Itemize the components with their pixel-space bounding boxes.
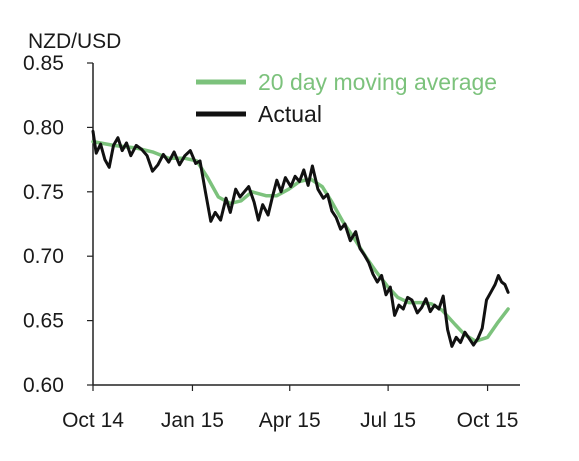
x-tick-label: Apr 15 xyxy=(259,409,321,432)
y-tick-label: 0.85 xyxy=(23,52,64,75)
legend: 20 day moving average Actual xyxy=(196,69,497,127)
actual-line xyxy=(91,129,510,348)
y-tick-label: 0.60 xyxy=(23,374,64,397)
legend-label: Actual xyxy=(258,101,322,127)
y-tick-label: 0.65 xyxy=(23,310,64,333)
y-tick-label: 0.70 xyxy=(23,245,64,268)
y-tick-label: 0.80 xyxy=(23,116,64,139)
x-tick-label: Oct 14 xyxy=(62,409,124,432)
series-layer xyxy=(91,129,510,348)
legend-label: 20 day moving average xyxy=(258,69,497,95)
y-tick-label: 0.75 xyxy=(23,181,64,204)
x-tick-label: Jul 15 xyxy=(360,409,416,432)
y-unit-label: NZD/USD xyxy=(28,30,121,53)
x-tick-label: Jan 15 xyxy=(161,409,224,432)
x-tick-label: Oct 15 xyxy=(457,409,519,432)
axes: 0.85 0.80 0.75 0.70 0.65 0.60 Oct 14 Jan 15 Apr … xyxy=(23,52,520,432)
